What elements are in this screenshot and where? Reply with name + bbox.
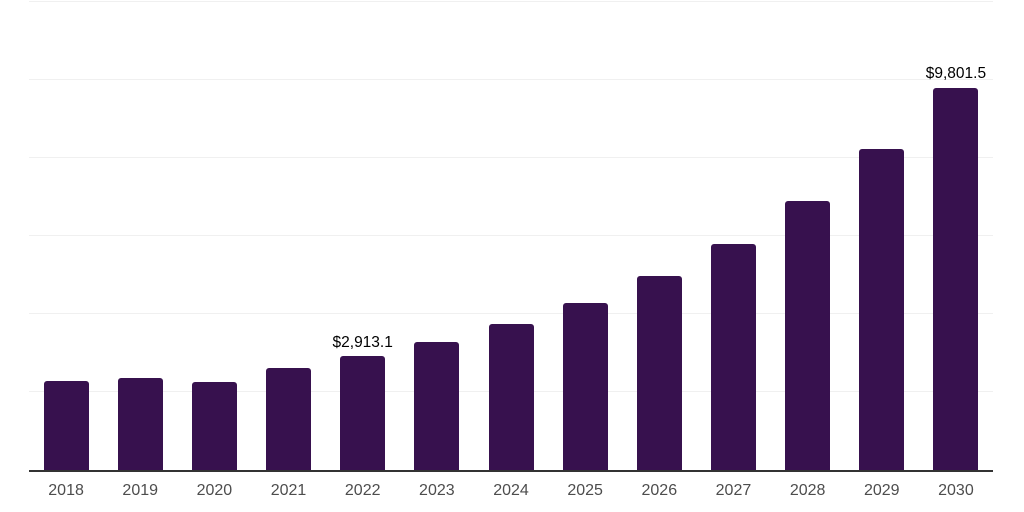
x-axis-label-2024: 2024 [493,482,529,499]
bar-2028 [785,200,831,470]
bar-2018 [43,380,89,470]
x-axis-label-2029: 2029 [863,482,900,499]
gridline-12000 [29,1,993,2]
x-axis-label-2028: 2028 [789,482,826,499]
value-label-2030: $9,801.5 [925,65,987,83]
bar-2030 [933,87,979,470]
bar-2023 [414,341,460,470]
bar-2029 [859,148,905,470]
bar-2020 [191,381,237,470]
x-axis-label-2027: 2027 [715,482,752,499]
bar-2027 [710,243,756,470]
x-axis-label-2019: 2019 [122,482,159,499]
x-axis-label-2020: 2020 [196,482,233,499]
bar-2024 [488,323,534,470]
x-axis-label-2030: 2030 [938,482,974,499]
x-axis: 2018 2019 2020 2021 2022 2023 2024 2025 2026 2027… [29,483,993,507]
gridline-10000 [29,79,993,80]
value-label-2022: $2,913.1 [332,333,393,351]
bar-2025 [562,302,608,470]
plot-area: $2,913.1 $9,801.5 [29,1,993,472]
bar-2019 [117,377,163,470]
x-axis-label-2026: 2026 [641,482,678,499]
gridline-4000 [29,313,993,315]
gridline-8000 [29,157,993,159]
bar-2022 [340,356,386,470]
bar-2026 [636,275,682,470]
x-axis-label-2022: 2022 [344,482,381,499]
x-axis-label-2018: 2018 [48,482,84,499]
gridline-6000 [29,235,993,236]
x-axis-label-2023: 2023 [419,482,455,499]
x-axis-label-2021: 2021 [270,482,307,499]
x-axis-label-2025: 2025 [567,482,603,499]
bar-2021 [266,367,312,470]
